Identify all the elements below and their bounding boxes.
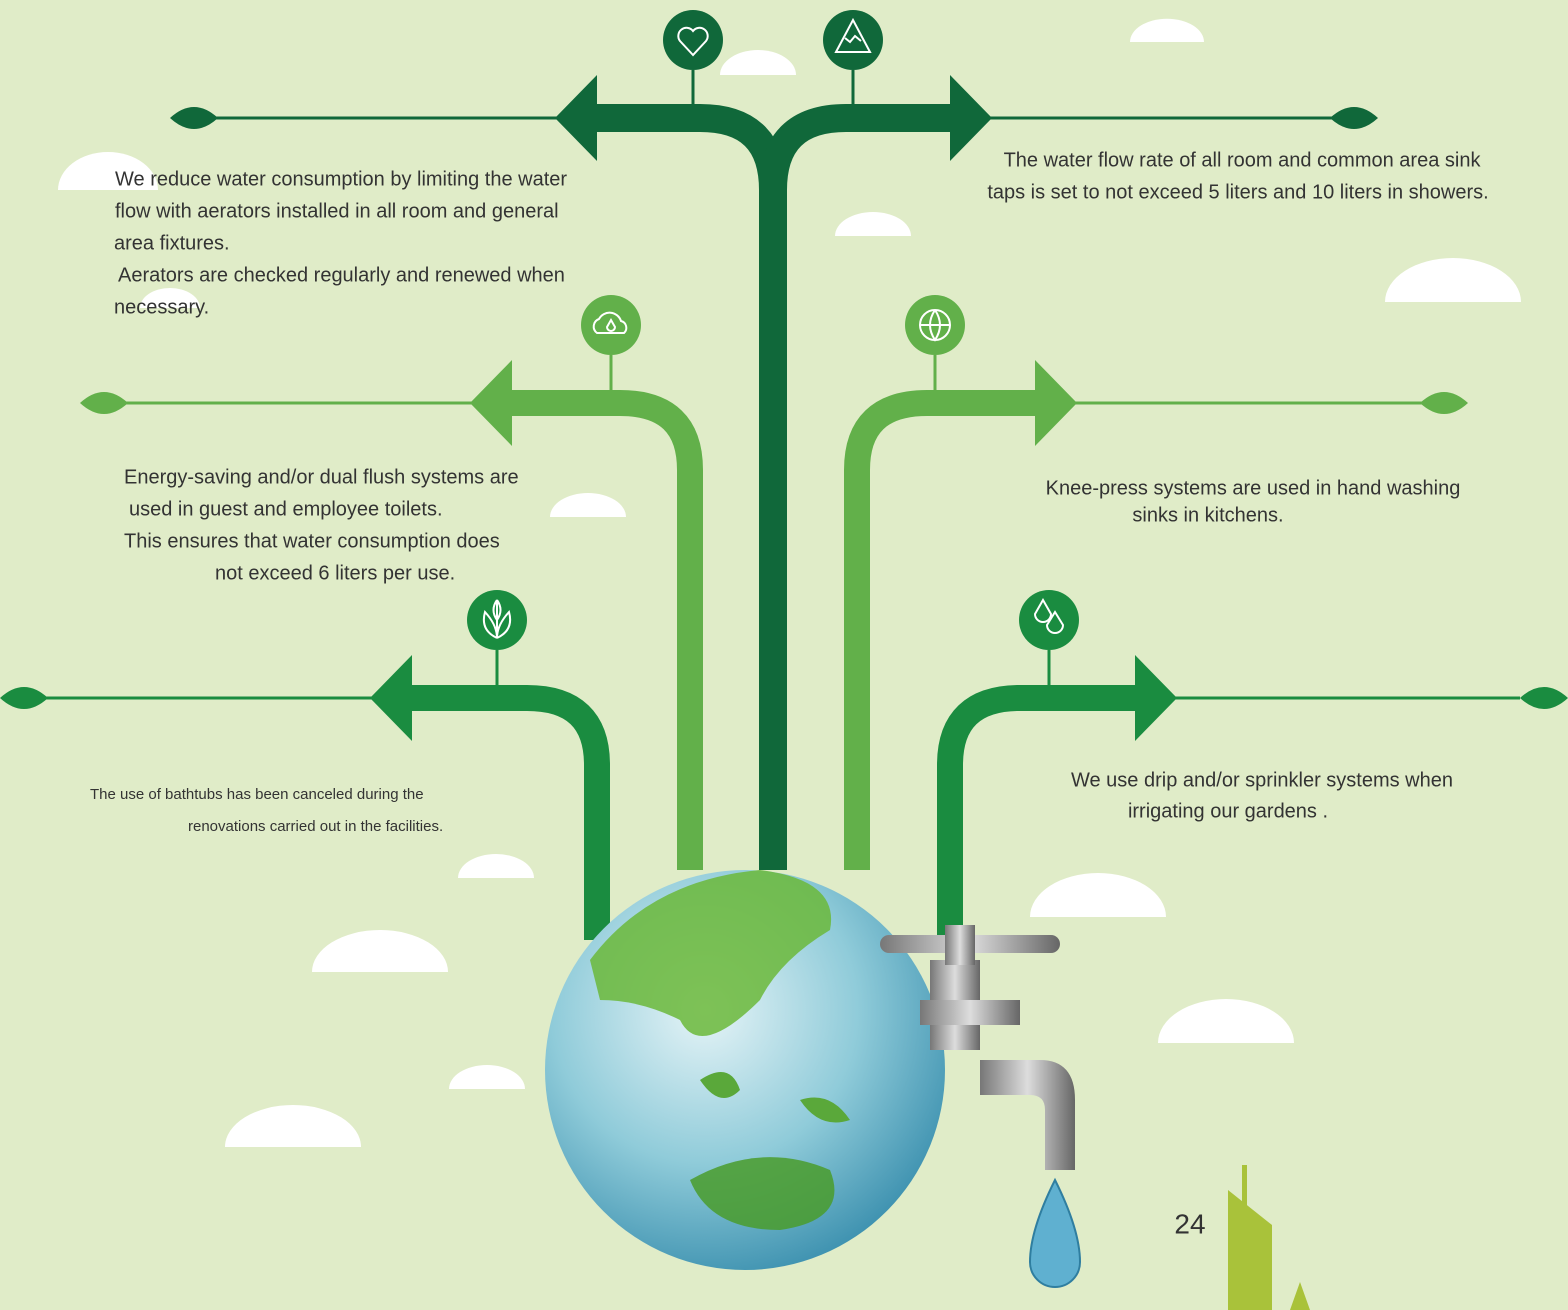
page-number: 24 bbox=[1174, 1208, 1205, 1239]
item-text: used in guest and employee toilets. bbox=[129, 498, 443, 520]
item-text: area fixtures. bbox=[114, 232, 230, 254]
item-text: We reduce water consumption by limiting … bbox=[115, 168, 567, 190]
faucet bbox=[880, 925, 1082, 1288]
item-text: We use drip and/or sprinkler systems whe… bbox=[1071, 769, 1453, 791]
item-text: Energy-saving and/or dual flush systems … bbox=[124, 466, 519, 488]
item-text: The use of bathtubs has been canceled du… bbox=[90, 786, 424, 803]
item-text: Knee-press systems are used in hand wash… bbox=[1046, 477, 1461, 499]
item-text: This ensures that water consumption does bbox=[124, 530, 500, 552]
item-text: not exceed 6 liters per use. bbox=[215, 562, 455, 584]
item-text: irrigating our gardens . bbox=[1128, 800, 1328, 822]
globe bbox=[545, 870, 945, 1270]
item-text: necessary. bbox=[114, 296, 209, 318]
arrowheads bbox=[370, 75, 1177, 741]
item-text: The water flow rate of all room and comm… bbox=[1004, 149, 1482, 171]
item-text: flow with aerators installed in all room… bbox=[115, 200, 559, 222]
leaves bbox=[0, 107, 1568, 709]
icons bbox=[467, 10, 1079, 650]
item-text: renovations carried out in the facilitie… bbox=[188, 818, 443, 835]
item-text: sinks in kitchens. bbox=[1132, 504, 1283, 526]
branches bbox=[40, 70, 1520, 940]
building bbox=[1228, 1165, 1310, 1310]
clouds bbox=[58, 18, 1521, 1147]
item-text: taps is set to not exceed 5 liters and 1… bbox=[987, 181, 1488, 203]
item-text: Aerators are checked regularly and renew… bbox=[118, 264, 565, 286]
